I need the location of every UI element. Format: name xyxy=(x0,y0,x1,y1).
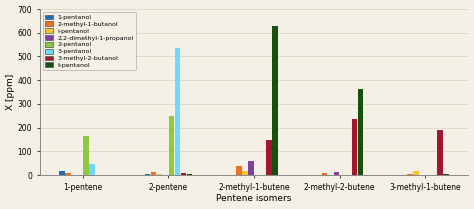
Bar xyxy=(145,174,150,175)
Bar xyxy=(352,119,357,175)
Bar xyxy=(266,140,272,175)
Bar xyxy=(169,116,174,175)
Bar xyxy=(174,48,180,175)
Bar xyxy=(444,174,449,175)
Bar xyxy=(89,164,95,175)
Bar xyxy=(413,171,419,175)
Bar xyxy=(272,26,278,175)
Bar xyxy=(181,173,186,175)
Bar xyxy=(157,174,162,175)
Bar xyxy=(438,130,443,175)
Legend: 1-pentanol, 2-methyl-1-butanol, i-pentanol, 2,2-dimethyl-1-propanol, 2-pentanol,: 1-pentanol, 2-methyl-1-butanol, i-pentan… xyxy=(43,12,137,70)
Y-axis label: X [ppm]: X [ppm] xyxy=(6,74,15,110)
Bar xyxy=(187,174,192,175)
Bar xyxy=(358,89,364,175)
Bar xyxy=(59,171,64,175)
Bar xyxy=(83,136,89,175)
X-axis label: Pentene isomers: Pentene isomers xyxy=(216,194,292,203)
Bar xyxy=(242,171,248,175)
Bar xyxy=(151,172,156,175)
Bar xyxy=(334,172,339,175)
Bar xyxy=(322,173,328,175)
Bar xyxy=(408,174,413,175)
Bar xyxy=(248,161,254,175)
Bar xyxy=(65,173,71,175)
Bar xyxy=(236,166,242,175)
